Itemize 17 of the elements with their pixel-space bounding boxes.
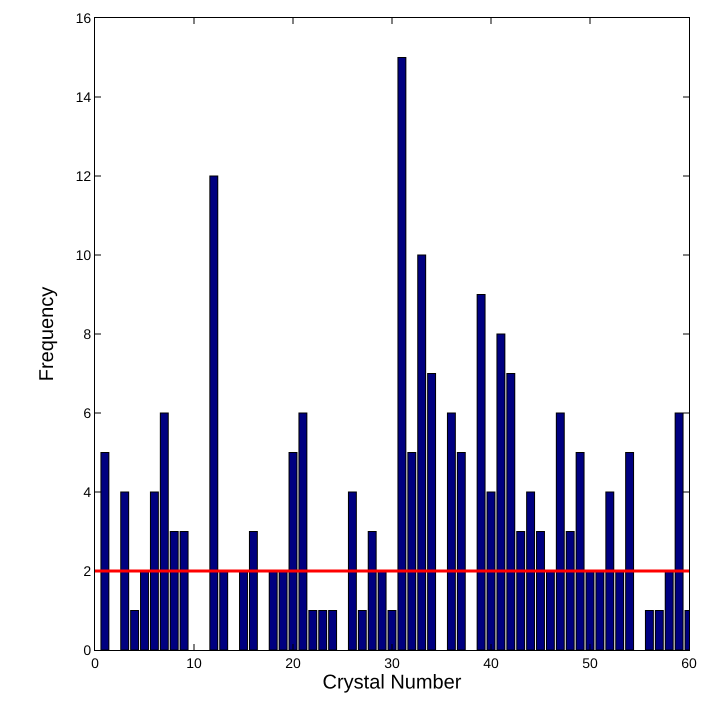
x-tick-label: 60: [681, 654, 697, 671]
y-tick-label: 10: [76, 246, 92, 263]
y-tick-label: 6: [83, 404, 92, 421]
x-tick-label: 50: [582, 654, 598, 671]
x-tick-label: 20: [285, 654, 301, 671]
y-tick-label: 4: [83, 484, 92, 500]
y-tick-label: 12: [76, 168, 92, 184]
y-tick-label: 16: [76, 10, 92, 26]
y-tick-label: 8: [83, 326, 92, 342]
x-tick-label: 10: [186, 654, 202, 671]
y-tick-label: 14: [76, 88, 92, 105]
y-axis-title: Frequency: [36, 286, 58, 382]
x-axis-title: Crystal Number: [322, 671, 462, 694]
y-tick-label: 0: [83, 642, 92, 658]
x-tick-label: 30: [384, 654, 400, 671]
x-tick-label: 40: [483, 654, 499, 671]
y-tick-label: 2: [83, 562, 92, 579]
